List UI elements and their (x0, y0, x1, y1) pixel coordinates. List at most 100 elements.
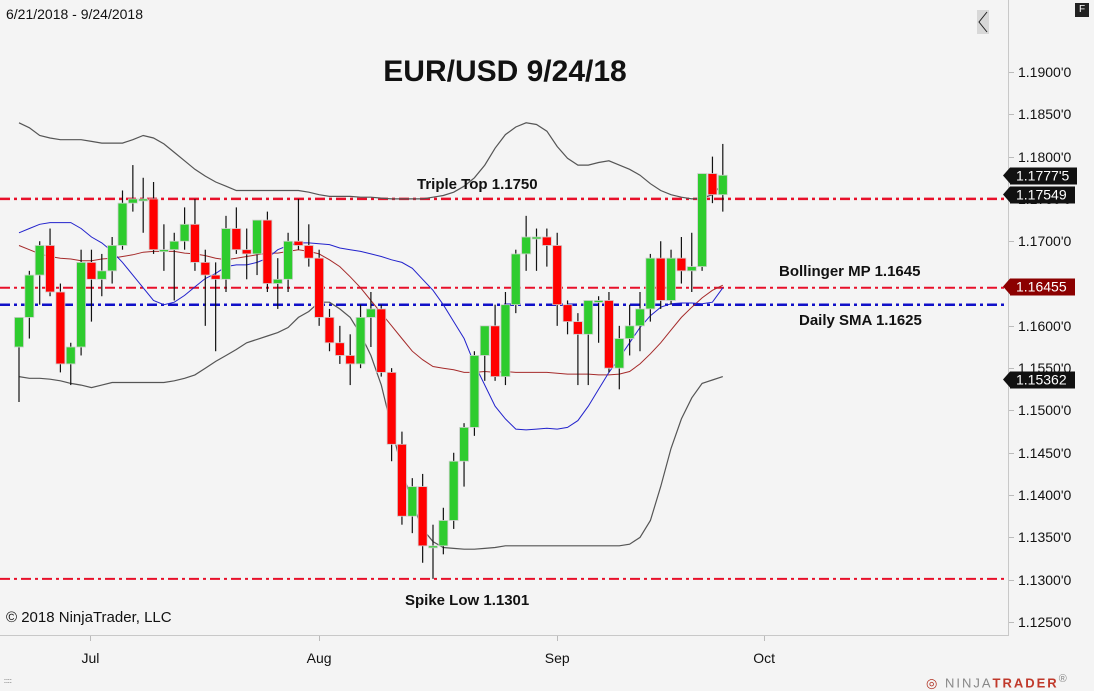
y-tick (1009, 241, 1014, 243)
candle-up (593, 300, 604, 303)
y-tick (1009, 579, 1014, 581)
y-tick (1009, 452, 1014, 454)
copyright-text: © 2018 NinjaTrader, LLC (6, 609, 172, 626)
annotation-label: Triple Top 1.1750 (417, 176, 538, 193)
candle-down (334, 342, 345, 356)
candle-down (148, 198, 159, 251)
candle-up (355, 316, 366, 365)
y-tick (1009, 410, 1014, 412)
candle-up (645, 257, 656, 310)
candle-up (96, 270, 107, 280)
price-badge: 1.15362 (1003, 371, 1075, 389)
date-range: 6/21/2018 - 9/24/2018 (6, 6, 144, 22)
candle-down (562, 304, 573, 323)
chevron-left-icon (978, 11, 988, 33)
candle-down (490, 325, 501, 378)
candle-up (583, 300, 594, 335)
x-tick-label: Aug (306, 650, 332, 666)
candle-up (14, 316, 24, 348)
candle-down (417, 486, 428, 547)
y-tick (1009, 325, 1014, 327)
candle-down (45, 245, 55, 293)
annotation-label: Daily SMA 1.1625 (799, 312, 922, 329)
candle-down (397, 443, 407, 517)
y-tick-label: 1.1600'0 (1018, 317, 1072, 334)
candle-down (200, 261, 211, 276)
bollinger-lower-line (18, 301, 723, 550)
y-tick-label: 1.1500'0 (1018, 402, 1072, 419)
y-tick (1009, 495, 1014, 497)
candle-down (655, 257, 666, 301)
candle-up (697, 173, 707, 268)
candle-up (34, 245, 45, 276)
candle-up (158, 249, 169, 253)
time-axis-line (0, 635, 1009, 636)
candle-down (314, 257, 325, 318)
logo-registered: ® (1058, 673, 1069, 685)
y-tick (1009, 537, 1014, 539)
candle-up (169, 240, 180, 251)
x-tick (557, 636, 559, 641)
y-tick (1009, 114, 1014, 116)
candle-down (55, 291, 66, 365)
y-tick-label: 1.1400'0 (1018, 487, 1072, 504)
candle-up (407, 486, 418, 517)
candle-up (283, 240, 294, 280)
candle-up (107, 245, 118, 272)
candle-down (573, 321, 583, 335)
y-tick-label: 1.1300'0 (1018, 571, 1072, 588)
y-tick-label: 1.1250'0 (1018, 613, 1072, 630)
y-tick (1009, 156, 1014, 158)
candle-up (127, 198, 138, 204)
price-axis-line (1008, 0, 1009, 636)
candle-up (117, 202, 128, 246)
candle-up (438, 520, 449, 547)
candle-up (469, 355, 480, 428)
candle-down (231, 228, 242, 251)
candle-down (376, 308, 387, 373)
y-tick-label: 1.1850'0 (1018, 106, 1072, 123)
collapse-panel-button[interactable] (977, 10, 989, 34)
f-button[interactable]: F (1075, 3, 1089, 17)
candle-down (676, 257, 687, 272)
candle-down (541, 236, 552, 246)
candle-up (635, 308, 645, 327)
y-tick-label: 1.1800'0 (1018, 148, 1072, 165)
candle-up (138, 198, 149, 202)
candle-down (86, 261, 97, 280)
candle-down (241, 249, 252, 255)
candle-up (531, 236, 542, 240)
candle-down (552, 245, 563, 306)
x-tick-label: Oct (753, 650, 776, 666)
candle-up (510, 253, 521, 306)
y-tick-label: 1.1350'0 (1018, 529, 1072, 546)
y-tick-label: 1.1900'0 (1018, 64, 1072, 80)
candle-up (179, 223, 190, 242)
candle-down (190, 223, 200, 263)
candle-up (252, 219, 262, 255)
candle-up (221, 228, 231, 280)
candle-up (624, 325, 635, 339)
y-tick (1009, 621, 1014, 623)
candle-up (76, 261, 86, 348)
footer-tiny-text: :::: (4, 678, 12, 685)
x-tick (319, 636, 321, 641)
candle-up (666, 257, 676, 301)
candle-down (303, 245, 314, 259)
logo-text-bold: TRADER (992, 675, 1059, 691)
bollinger-upper-line (18, 122, 724, 200)
candle-up (614, 338, 625, 369)
candle-down (210, 274, 221, 280)
candle-up (272, 278, 283, 284)
candle-up (448, 460, 459, 521)
y-tick (1009, 368, 1014, 370)
logo-mark-icon: ◎ (926, 675, 940, 691)
candle-down (707, 173, 718, 196)
candle-up (365, 308, 376, 318)
x-tick (764, 636, 766, 641)
logo-text-plain: NINJA (944, 675, 993, 691)
candle-up (521, 236, 532, 255)
x-tick-label: Sep (544, 650, 570, 666)
candle-up (24, 274, 35, 318)
x-tick (90, 636, 92, 641)
